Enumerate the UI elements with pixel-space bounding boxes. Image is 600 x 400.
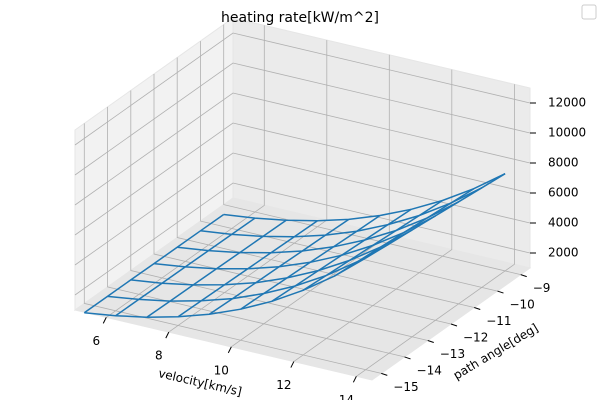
grid-line	[356, 84, 515, 377]
legend-box	[581, 4, 597, 20]
y-tick	[404, 356, 411, 360]
labels: 6 8 10 12 14 −15 −14 −13 −12 −11 −10 −9 2000 4000 6000…	[92, 96, 586, 400]
x-tick-label: 10	[214, 363, 229, 377]
y-tick	[474, 307, 481, 311]
wireframe	[83, 173, 506, 318]
grid-line	[153, 74, 452, 325]
chart-title: heating rate[kW/m^2]	[221, 10, 379, 26]
wire-line	[130, 229, 413, 286]
wire-line	[177, 201, 459, 254]
y-tick-label: −11	[486, 314, 511, 328]
grid-line	[74, 62, 531, 176]
x-tick	[290, 361, 295, 368]
z-tick-label: 8000	[548, 156, 579, 170]
grid-line	[74, 122, 531, 236]
wire-line	[107, 243, 390, 302]
grid-line	[74, 182, 531, 296]
y-tick	[450, 323, 458, 327]
y-tick	[497, 290, 504, 294]
grid-line	[293, 69, 453, 362]
x-tick	[352, 376, 357, 383]
y-tick	[381, 372, 388, 376]
grid-line	[200, 41, 498, 292]
grid-line	[74, 152, 531, 266]
x-tick	[165, 331, 170, 339]
y-tick-label: −13	[440, 347, 465, 361]
z-tick-label: 12000	[548, 96, 586, 110]
grid-line	[130, 90, 428, 341]
y-tick-label: −9	[533, 281, 551, 295]
z-tick-label: 10000	[548, 126, 586, 140]
grid-line	[176, 57, 475, 308]
wire-line	[84, 257, 367, 318]
grid-line	[74, 32, 531, 146]
grid-line	[107, 106, 405, 358]
wire-line	[153, 215, 436, 270]
x-tick-label: 14	[339, 393, 354, 400]
x-tick-label: 12	[276, 378, 291, 392]
y-tick-label: −15	[393, 380, 418, 394]
grid-line	[74, 92, 531, 206]
grid-line	[83, 123, 382, 374]
wire-line	[200, 187, 483, 238]
x-tick	[102, 317, 107, 324]
grid	[74, 24, 536, 383]
z-tick-label: 6000	[548, 186, 579, 200]
y-tick-label: −12	[463, 331, 488, 345]
x-axis-label: velocity[km/s]	[157, 366, 243, 399]
y-tick	[427, 339, 434, 343]
y-tick	[520, 274, 527, 278]
x-tick	[227, 346, 232, 354]
y-tick-label: −10	[509, 298, 534, 312]
wire-line	[223, 173, 506, 222]
grid-line	[106, 25, 265, 318]
x-tick-label: 8	[155, 349, 163, 363]
z-tick-label: 2000	[548, 246, 579, 260]
y-tick-label: −14	[417, 363, 442, 377]
z-tick-label: 4000	[548, 216, 579, 230]
grid-line	[223, 24, 521, 275]
x-tick-label: 6	[92, 334, 100, 348]
